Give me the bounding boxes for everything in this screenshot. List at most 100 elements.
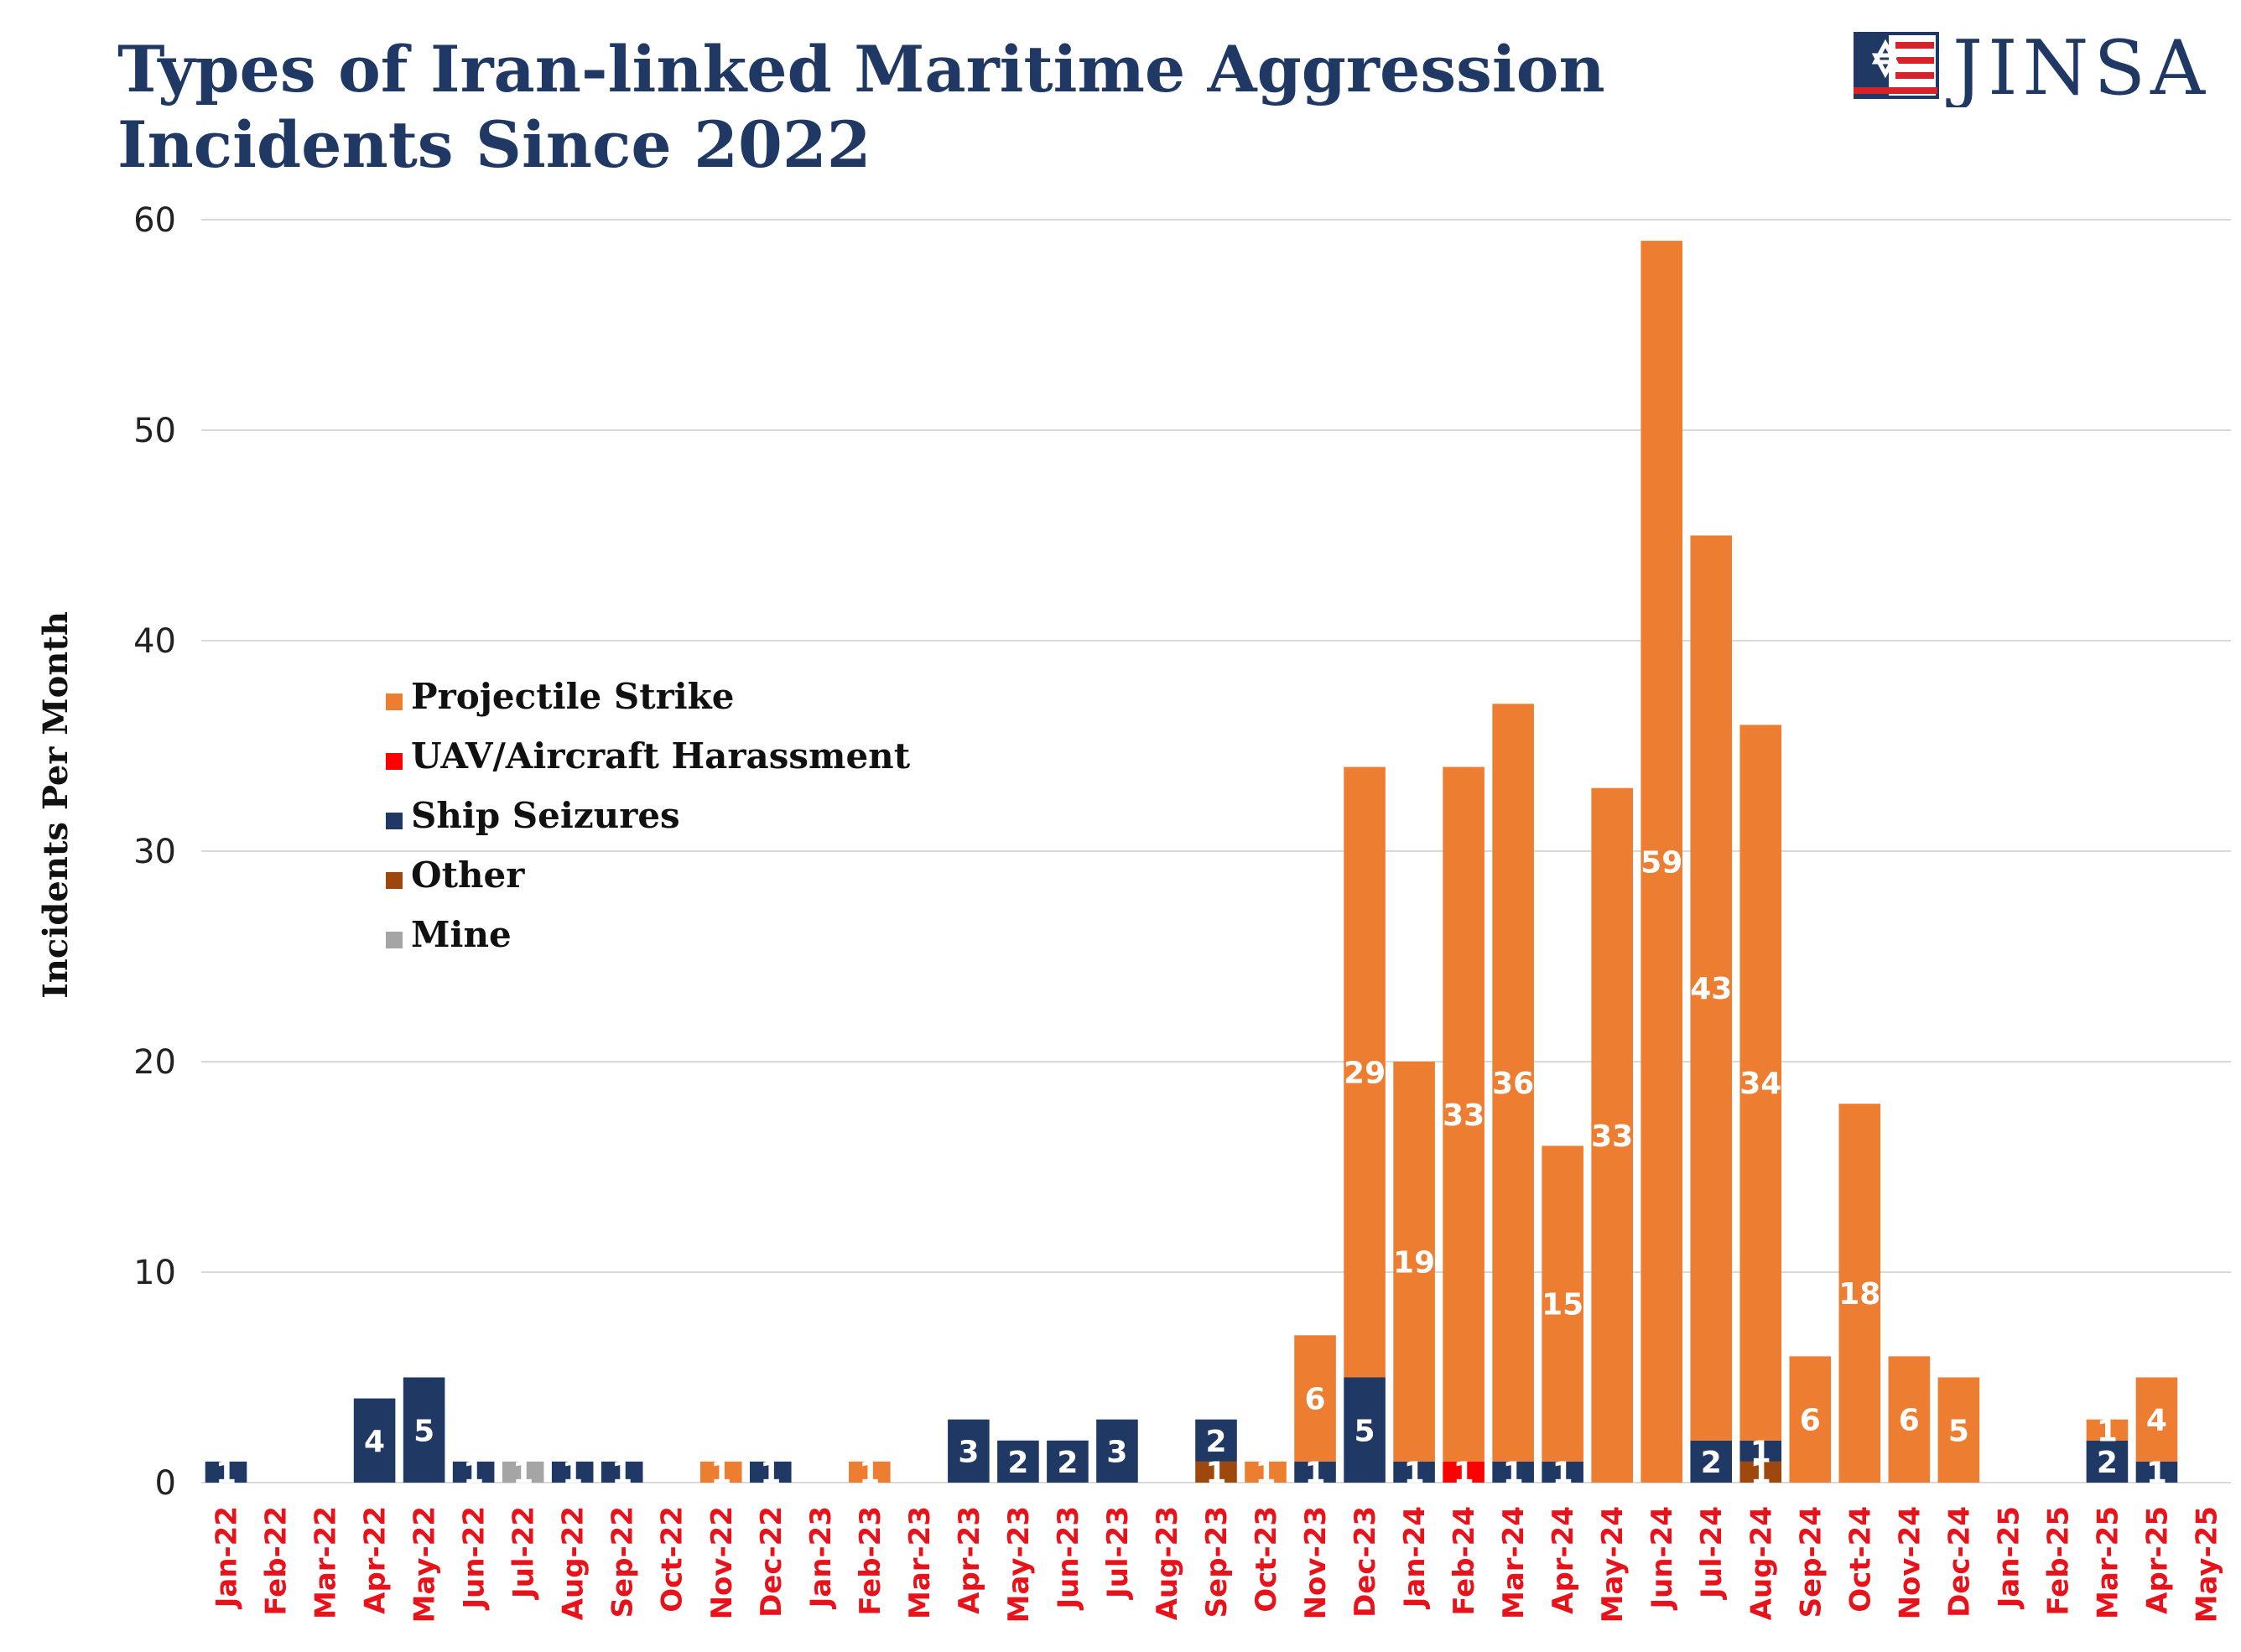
x-tick-label: Oct-24: [1843, 1506, 1877, 1613]
chart-title: Types of Iran-linked Maritime Aggression…: [117, 32, 1711, 183]
y-tick-label: 60: [133, 201, 176, 240]
legend-entry: UAV/Aircraft Harassment: [411, 735, 911, 777]
bar-segment: [1443, 766, 1484, 1462]
x-tick-label: Feb-24: [1448, 1506, 1481, 1616]
bar-segment: [749, 1461, 792, 1483]
bar-segment: [1542, 1145, 1583, 1462]
data-label: 1: [1305, 1456, 1326, 1490]
bar-segment: [1690, 535, 1733, 1441]
x-tick-label: May-22: [408, 1506, 442, 1623]
data-label: 18: [1838, 1277, 1880, 1312]
x-tick-label: Jul-24: [1695, 1506, 1729, 1600]
bar-segment: [1542, 1461, 1583, 1483]
bar-segment: [452, 1461, 495, 1483]
legend-swatch: [386, 813, 403, 829]
bar-segment: [1739, 1440, 1782, 1462]
legend-entry: Projectile Strike: [411, 676, 735, 717]
data-label: 29: [1344, 1057, 1386, 1091]
x-tick-label: Jan-25: [1992, 1506, 2025, 1609]
bars: [205, 241, 2178, 1483]
x-tick-label: Feb-22: [260, 1506, 294, 1616]
x-tick-label: Sep-23: [1200, 1506, 1234, 1618]
x-tick-label: Jun-22: [458, 1506, 491, 1611]
legend-entry: Mine: [411, 914, 512, 955]
x-tick-label: Nov-23: [1299, 1506, 1333, 1619]
x-tick-label: May-25: [2190, 1506, 2223, 1623]
x-tick-label: Nov-22: [705, 1506, 739, 1619]
bar-segment: [1047, 1440, 1089, 1483]
data-label: 1: [710, 1456, 731, 1490]
bar-segment: [1937, 1377, 1980, 1483]
bar-segment: [2086, 1419, 2129, 1441]
bar-segment: [551, 1461, 594, 1483]
bar-segment: [1838, 1104, 1881, 1483]
bar-segment: [601, 1461, 643, 1483]
data-label: 4: [364, 1425, 385, 1459]
x-tick-label: May-24: [1596, 1506, 1630, 1623]
data-label: 2: [2097, 1446, 2118, 1480]
legend-swatch: [386, 872, 403, 889]
data-label: 5: [413, 1414, 434, 1448]
legend-swatch: [386, 753, 403, 770]
bar-segment: [1492, 1461, 1534, 1483]
x-tick-label: May-23: [1002, 1506, 1036, 1623]
bar-segment: [2135, 1461, 2178, 1483]
x-tick-label: Apr-22: [359, 1506, 393, 1614]
x-tick-label: Oct-23: [1250, 1506, 1283, 1613]
bar-segment: [1294, 1335, 1336, 1462]
data-label: 1: [1750, 1456, 1771, 1490]
bar-segment: [1393, 1062, 1435, 1462]
data-label: 3: [958, 1435, 979, 1469]
x-tick-label: Oct-22: [656, 1506, 689, 1613]
data-label: 1: [1750, 1435, 1771, 1469]
jinsa-logo: JINSA: [1852, 23, 2206, 112]
x-tick-label: Mar-25: [2091, 1506, 2124, 1619]
bar-segment: [1443, 1461, 1484, 1483]
bar-segment: [1789, 1356, 1832, 1483]
bar-segment: [1640, 241, 1683, 1483]
y-tick-label: 30: [133, 833, 176, 871]
legend-entry: Other: [411, 855, 525, 896]
x-tick-label: Jun-23: [1052, 1506, 1085, 1611]
data-label: 6: [1800, 1404, 1821, 1438]
bar-segment: [1492, 704, 1534, 1462]
bar-segment: [997, 1440, 1039, 1483]
y-axis-label: Incidents Per Month: [36, 611, 75, 999]
bar-segment: [1690, 1440, 1733, 1483]
bar-segment: [1344, 766, 1386, 1378]
bar-segment: [1739, 1461, 1782, 1483]
data-label: 3: [1106, 1435, 1127, 1469]
bar-segment: [403, 1377, 445, 1483]
bar-segment: [1195, 1419, 1237, 1462]
legend-swatch: [386, 694, 403, 710]
data-label: 2: [1007, 1446, 1028, 1480]
data-label: 34: [1739, 1067, 1781, 1101]
data-label: 2: [1205, 1425, 1226, 1459]
x-tick-label: Jan-23: [804, 1506, 838, 1609]
data-label: 59: [1640, 846, 1682, 881]
bar-segment: [353, 1398, 396, 1483]
x-tick-label: Jan-24: [1398, 1506, 1432, 1609]
chart-title-line-1: Types of Iran-linked Maritime Aggression: [117, 32, 1605, 106]
data-label: 33: [1443, 1099, 1484, 1133]
data-label: 2: [1057, 1446, 1078, 1480]
bar-segment: [1344, 1377, 1386, 1483]
data-label: 15: [1542, 1288, 1583, 1322]
x-tick-label: Sep-22: [606, 1506, 640, 1618]
x-tick-label: Jul-22: [507, 1506, 541, 1600]
x-tick-label: Sep-24: [1794, 1506, 1828, 1618]
data-label: 1: [611, 1456, 632, 1490]
data-label: 33: [1591, 1120, 1633, 1154]
legend: Projectile Strike UAV/Aircraft Harassment…: [386, 676, 911, 955]
data-label: 1: [1503, 1456, 1524, 1490]
data-label: 1: [1404, 1456, 1425, 1490]
data-label: 6: [1305, 1383, 1326, 1417]
data-label: 1: [216, 1456, 237, 1490]
y-axis-ticks: 0 10 20 30 40 50 60: [133, 201, 176, 1503]
star-flag-icon: JINSA: [1852, 24, 2205, 112]
x-tick-label: Mar-23: [903, 1506, 937, 1619]
bar-segment: [948, 1419, 990, 1483]
x-tick-label: Dec-23: [1349, 1506, 1382, 1618]
x-tick-label: Aug-22: [557, 1506, 590, 1620]
